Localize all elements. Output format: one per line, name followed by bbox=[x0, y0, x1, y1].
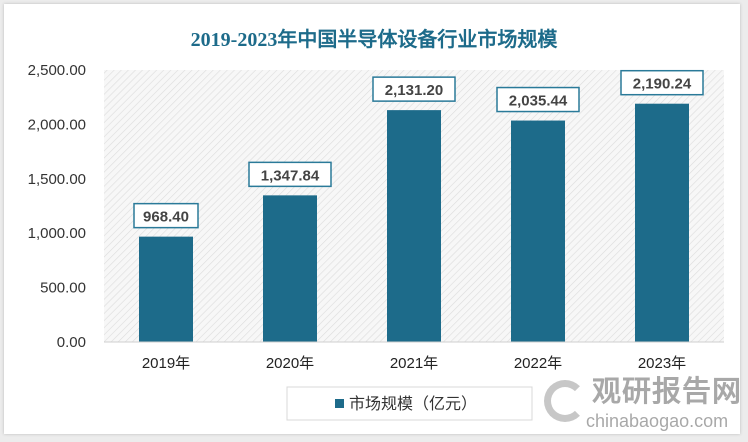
data-label-box bbox=[496, 86, 580, 113]
watermark-name: 观研报告网 bbox=[592, 376, 743, 408]
chart-title: 2019-2023年中国半导体设备行业市场规模 bbox=[191, 27, 559, 51]
bar bbox=[511, 120, 565, 342]
y-tick-label: 2,500.00 bbox=[28, 62, 86, 79]
bar bbox=[139, 236, 193, 342]
legend-label: 市场规模（亿元） bbox=[349, 395, 477, 413]
y-tick-label: 2,000.00 bbox=[28, 116, 86, 133]
data-label-box bbox=[133, 202, 199, 229]
data-label: 968.40 bbox=[143, 209, 189, 226]
x-tick-label: 2023年 bbox=[638, 355, 686, 372]
x-tick-label: 2019年 bbox=[142, 355, 190, 372]
watermark-url: chinabaogao.com bbox=[586, 411, 729, 431]
bar bbox=[263, 195, 317, 342]
bar bbox=[387, 110, 441, 342]
x-tick-label: 2020年 bbox=[266, 355, 314, 372]
x-tick-label: 2022年 bbox=[514, 355, 562, 372]
legend-swatch bbox=[335, 399, 344, 408]
data-label: 2,035.44 bbox=[509, 93, 568, 110]
x-tick-label: 2021年 bbox=[390, 355, 438, 372]
data-label-box bbox=[372, 76, 456, 102]
watermark-logo-icon bbox=[544, 380, 586, 422]
y-tick-label: 500.00 bbox=[40, 280, 86, 297]
y-tick-label: 1,500.00 bbox=[28, 171, 86, 188]
y-tick-label: 0.00 bbox=[57, 334, 86, 351]
data-label: 2,131.20 bbox=[385, 82, 443, 99]
data-label: 1,347.84 bbox=[261, 167, 320, 184]
data-label-box bbox=[620, 69, 704, 96]
legend: 市场规模（亿元） bbox=[286, 386, 533, 421]
y-tick-label: 1,000.00 bbox=[28, 225, 86, 242]
data-label-box bbox=[248, 161, 332, 188]
data-label: 2,190.24 bbox=[633, 76, 692, 93]
bar bbox=[635, 103, 689, 342]
